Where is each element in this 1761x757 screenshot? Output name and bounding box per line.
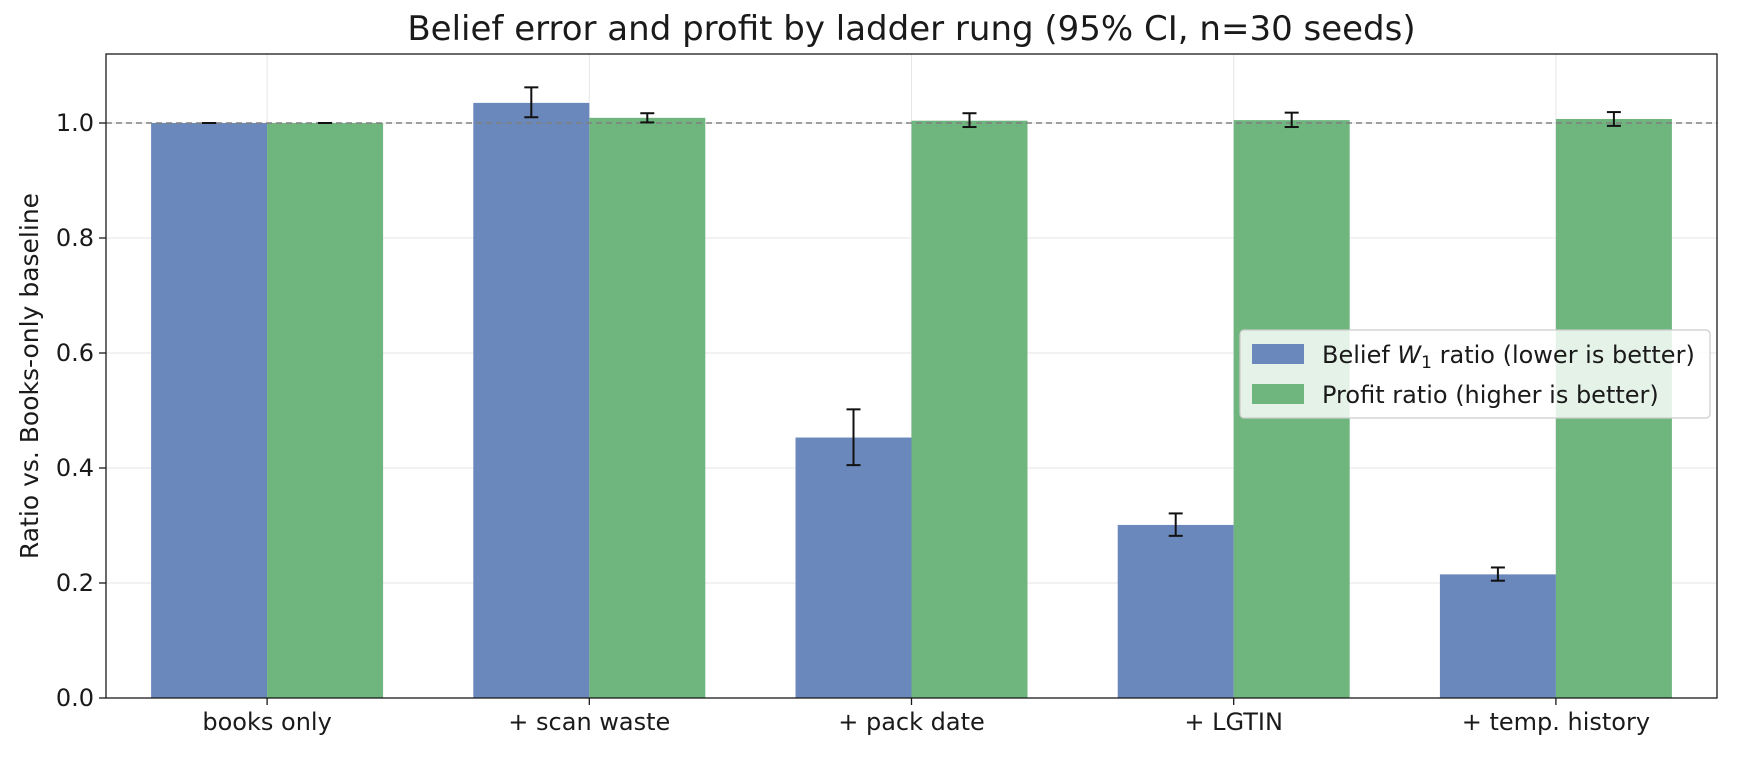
error-bars bbox=[202, 86, 1621, 582]
belief-bar bbox=[151, 123, 268, 698]
x-tick-label: + LGTIN bbox=[1184, 708, 1283, 736]
legend-entry-label: Profit ratio (higher is better) bbox=[1322, 381, 1659, 409]
x-tick-label: + temp. history bbox=[1462, 708, 1650, 736]
bars bbox=[151, 102, 1672, 699]
x-tick-label: + pack date bbox=[838, 708, 985, 736]
y-tick-label: 0.2 bbox=[56, 569, 94, 597]
profit-bar bbox=[589, 117, 706, 698]
legend-label-symbol: W bbox=[1397, 341, 1422, 369]
legend-entry-label: Belief W1 ratio (lower is better) bbox=[1322, 341, 1695, 373]
profit-bar bbox=[267, 123, 384, 698]
y-axis-ticks: 0.0 0.2 0.4 0.6 0.8 1.0 bbox=[56, 109, 106, 712]
chart-title: Belief error and profit by ladder rung (… bbox=[407, 9, 1415, 49]
x-axis-ticks: books only + scan waste + pack date + LGTIN… bbox=[202, 698, 1650, 736]
legend-box bbox=[1239, 329, 1711, 419]
legend-label-prefix: Belief bbox=[1322, 341, 1397, 369]
legend-label-subscript: 1 bbox=[1421, 353, 1432, 373]
profit-error-bar bbox=[1284, 111, 1299, 129]
belief-error-bar bbox=[1490, 566, 1505, 582]
y-tick-label: 0.6 bbox=[56, 339, 94, 367]
profit-bar bbox=[911, 120, 1028, 698]
belief-error-bar bbox=[1168, 512, 1183, 537]
y-axis-label: Ratio vs. Books-only baseline bbox=[15, 193, 44, 559]
legend-swatch bbox=[1252, 384, 1304, 404]
y-tick-label: 1.0 bbox=[56, 109, 94, 137]
x-tick-label: + scan waste bbox=[508, 708, 670, 736]
legend-label-suffix: ratio (lower is better) bbox=[1432, 341, 1695, 369]
y-tick-label: 0.4 bbox=[56, 454, 94, 482]
y-tick-label: 0.8 bbox=[56, 224, 94, 252]
profit-error-bar bbox=[962, 112, 977, 129]
belief-bar bbox=[1117, 524, 1234, 698]
belief-error-bar bbox=[846, 408, 861, 467]
legend-swatch bbox=[1252, 344, 1304, 364]
profit-error-bar bbox=[640, 112, 655, 124]
belief-error-bar bbox=[524, 86, 539, 119]
belief-bar bbox=[473, 102, 590, 698]
legend: Belief W1 ratio (lower is better) Profit … bbox=[1239, 329, 1711, 419]
belief-bar bbox=[1439, 574, 1556, 698]
profit-error-bar bbox=[1606, 111, 1621, 127]
y-tick-label: 0.0 bbox=[56, 684, 94, 712]
x-tick-label: books only bbox=[202, 708, 331, 736]
belief-bar bbox=[795, 437, 912, 698]
